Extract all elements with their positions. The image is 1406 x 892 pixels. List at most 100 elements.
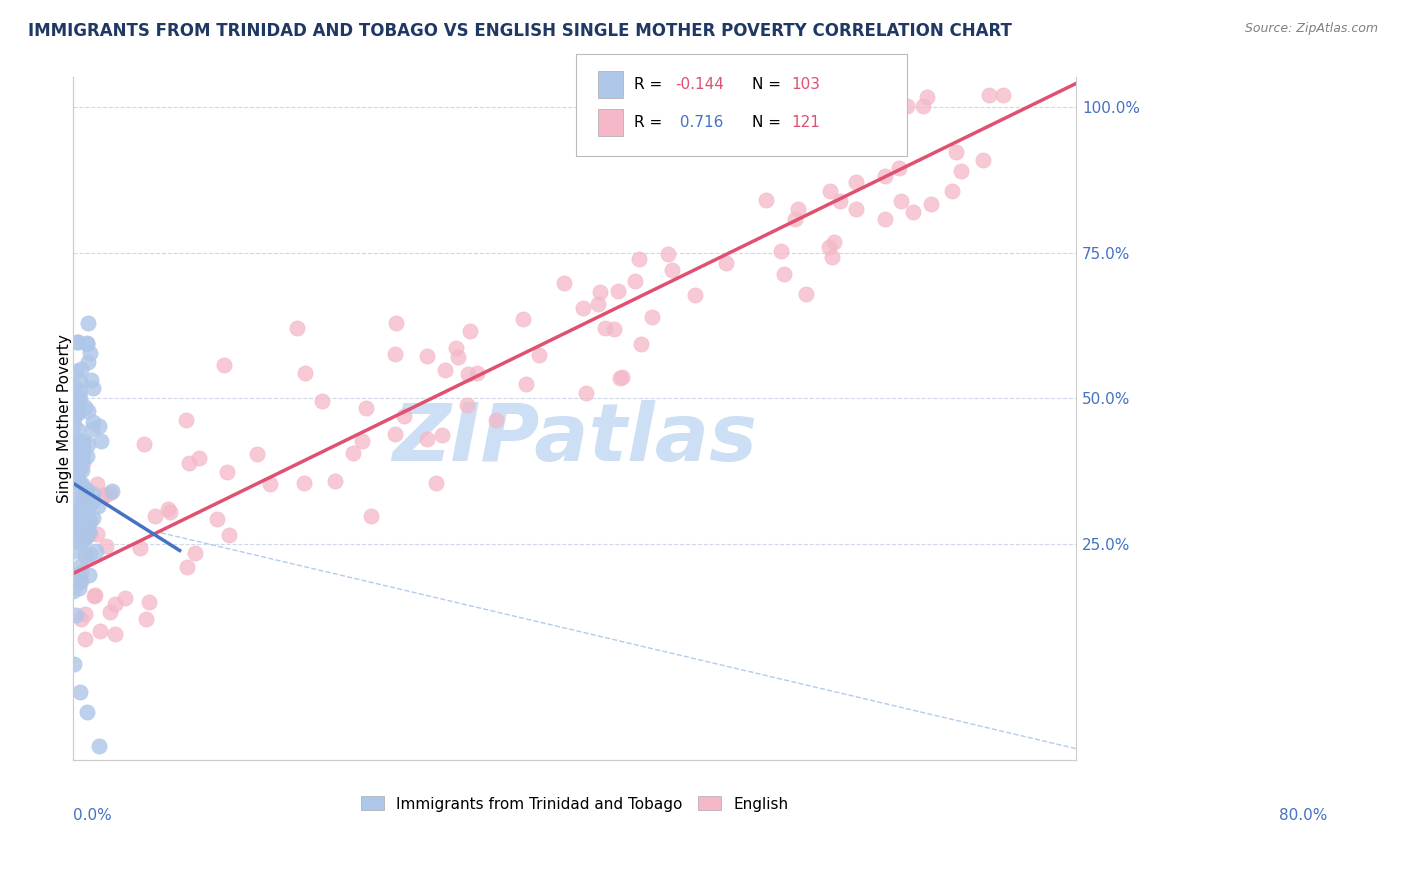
Point xyxy=(89,624,111,639)
Point xyxy=(65,364,87,378)
Point xyxy=(76,705,98,719)
Point xyxy=(70,436,93,450)
Point xyxy=(628,252,651,267)
Point xyxy=(70,362,93,376)
Point xyxy=(484,413,506,427)
Text: R =: R = xyxy=(634,78,668,92)
Point xyxy=(67,581,90,595)
Point xyxy=(949,164,972,178)
Point xyxy=(67,524,90,539)
Point xyxy=(845,176,868,190)
Point xyxy=(456,398,478,412)
Point xyxy=(839,104,862,119)
Point xyxy=(384,347,406,361)
Point xyxy=(69,558,91,573)
Legend: Immigrants from Trinidad and Tobago, English: Immigrants from Trinidad and Tobago, Eng… xyxy=(356,790,794,818)
Point xyxy=(72,434,94,449)
Point xyxy=(79,547,101,561)
Point xyxy=(72,491,94,505)
Point xyxy=(70,565,93,579)
Point xyxy=(80,422,103,436)
Point xyxy=(79,373,101,387)
Point xyxy=(69,461,91,475)
Point xyxy=(354,401,377,415)
Point xyxy=(384,316,406,330)
Point xyxy=(593,320,616,334)
Point xyxy=(67,423,90,437)
Point xyxy=(67,405,90,419)
Point xyxy=(294,366,316,380)
Point xyxy=(135,612,157,626)
Point xyxy=(67,567,90,582)
Text: -0.144: -0.144 xyxy=(675,78,724,92)
Point xyxy=(772,267,794,281)
Point xyxy=(82,510,104,524)
Point xyxy=(93,489,115,503)
Point xyxy=(70,516,93,531)
Point xyxy=(114,591,136,605)
Point xyxy=(657,247,679,261)
Point xyxy=(769,244,792,259)
Point xyxy=(66,399,89,413)
Point xyxy=(94,540,117,554)
Point xyxy=(575,385,598,400)
Point xyxy=(129,541,152,555)
Point xyxy=(138,595,160,609)
Point xyxy=(70,500,93,514)
Point xyxy=(465,366,488,380)
Point xyxy=(82,494,104,508)
Point xyxy=(72,477,94,491)
Point xyxy=(76,519,98,533)
Point xyxy=(86,526,108,541)
Point xyxy=(218,527,240,541)
Point xyxy=(425,475,447,490)
Point xyxy=(73,504,96,518)
Point xyxy=(75,551,97,566)
Point xyxy=(104,627,127,641)
Point xyxy=(63,450,86,465)
Point xyxy=(612,370,634,384)
Point xyxy=(187,451,209,466)
Y-axis label: Single Mother Poverty: Single Mother Poverty xyxy=(58,334,72,503)
Point xyxy=(79,525,101,540)
Text: 103: 103 xyxy=(792,78,821,92)
Point xyxy=(69,685,91,699)
Point xyxy=(72,456,94,470)
Point xyxy=(392,409,415,423)
Point xyxy=(70,530,93,544)
Point xyxy=(603,322,626,336)
Point xyxy=(79,498,101,512)
Point xyxy=(79,514,101,528)
Point xyxy=(430,428,453,442)
Point xyxy=(65,607,87,622)
Point xyxy=(65,405,87,419)
Point xyxy=(875,211,897,226)
Point xyxy=(66,470,89,484)
Point xyxy=(183,546,205,560)
Point xyxy=(82,487,104,501)
Point xyxy=(352,434,374,448)
Point xyxy=(572,301,595,315)
Point xyxy=(853,137,876,152)
Point xyxy=(70,463,93,477)
Point xyxy=(84,588,107,602)
Point xyxy=(69,477,91,491)
Point xyxy=(384,426,406,441)
Point xyxy=(75,632,97,646)
Point xyxy=(75,483,97,497)
Text: 0.0%: 0.0% xyxy=(73,808,111,823)
Point xyxy=(311,393,333,408)
Point xyxy=(285,320,308,334)
Point xyxy=(75,486,97,500)
Text: ZIPatlas: ZIPatlas xyxy=(392,401,758,478)
Point xyxy=(70,612,93,626)
Point xyxy=(69,500,91,515)
Point xyxy=(212,358,235,372)
Point xyxy=(90,434,112,448)
Point xyxy=(641,310,664,324)
Point xyxy=(86,500,108,514)
Point xyxy=(82,415,104,429)
Point xyxy=(259,477,281,491)
Point xyxy=(75,529,97,543)
Point xyxy=(98,605,121,619)
